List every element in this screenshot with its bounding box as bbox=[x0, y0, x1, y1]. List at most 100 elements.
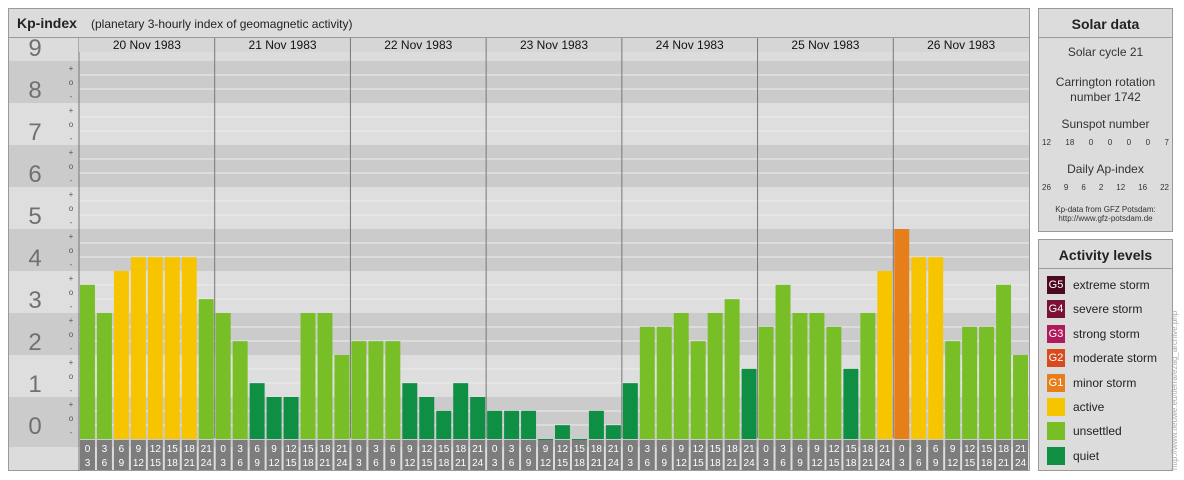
ap-value: 22 bbox=[1160, 183, 1169, 192]
ap-value: 6 bbox=[1081, 183, 1086, 192]
chart-header: Kp-index (planetary 3-hourly index of ge… bbox=[9, 9, 1029, 38]
third-mark: - bbox=[70, 344, 73, 353]
interval-start-label: 21 bbox=[608, 444, 620, 455]
interval-start-label: 15 bbox=[302, 444, 314, 455]
day-label: 21 Nov 1983 bbox=[249, 38, 317, 52]
kp-band bbox=[9, 103, 1029, 145]
interval-end-label: 6 bbox=[102, 458, 108, 469]
kp-bar bbox=[113, 271, 129, 439]
interval-end-label: 12 bbox=[947, 458, 959, 469]
interval-start-label: 21 bbox=[744, 444, 756, 455]
interval-start-label: 3 bbox=[373, 444, 379, 455]
interval-cell bbox=[877, 440, 893, 470]
ap-value: 26 bbox=[1042, 183, 1051, 192]
interval-start-label: 21 bbox=[879, 444, 891, 455]
third-mark: - bbox=[70, 92, 73, 101]
interval-cell bbox=[266, 440, 282, 470]
interval-end-label: 12 bbox=[404, 458, 416, 469]
interval-start-label: 6 bbox=[933, 444, 939, 455]
interval-cell bbox=[656, 440, 672, 470]
interval-end-label: 21 bbox=[727, 458, 739, 469]
kp-bar bbox=[368, 341, 384, 439]
interval-cell bbox=[979, 440, 995, 470]
kp-bar bbox=[639, 326, 655, 439]
legend-label: minor storm bbox=[1073, 376, 1137, 390]
interval-cell bbox=[945, 440, 961, 470]
interval-end-label: 21 bbox=[591, 458, 603, 469]
kp-bar bbox=[571, 439, 587, 440]
interval-start-label: 0 bbox=[220, 444, 226, 455]
kp-bar bbox=[979, 326, 995, 439]
third-mark: - bbox=[70, 218, 73, 227]
third-mark: - bbox=[70, 302, 73, 311]
source-link[interactable]: http://www.gfz-potsdam.de bbox=[1058, 214, 1153, 223]
interval-start-label: 0 bbox=[763, 444, 769, 455]
interval-cell bbox=[826, 440, 842, 470]
interval-end-label: 6 bbox=[916, 458, 922, 469]
kp-bar bbox=[181, 257, 197, 439]
interval-cell bbox=[571, 440, 587, 470]
sunspot-value: 0 bbox=[1126, 138, 1132, 147]
interval-cell bbox=[962, 440, 978, 470]
interval-end-label: 12 bbox=[540, 458, 552, 469]
legend-title: Activity levels bbox=[1058, 247, 1153, 263]
interval-cell bbox=[181, 440, 197, 470]
interval-cell bbox=[758, 440, 774, 470]
y-tick-label: 3 bbox=[28, 287, 41, 314]
kp-bar bbox=[385, 341, 401, 439]
interval-end-label: 12 bbox=[269, 458, 281, 469]
interval-cell bbox=[521, 440, 537, 470]
interval-start-label: 0 bbox=[628, 444, 634, 455]
kp-bar bbox=[622, 383, 638, 439]
y-tick-label: 6 bbox=[28, 161, 41, 188]
y-tick-label: 9 bbox=[28, 38, 41, 62]
kp-chart-panel: Kp-index (planetary 3-hourly index of ge… bbox=[8, 8, 1030, 471]
legend-label: active bbox=[1073, 400, 1105, 414]
interval-start-label: 18 bbox=[727, 444, 739, 455]
interval-start-label: 18 bbox=[455, 444, 467, 455]
interval-start-label: 9 bbox=[407, 444, 413, 455]
interval-cell bbox=[996, 440, 1012, 470]
interval-start-label: 6 bbox=[119, 444, 125, 455]
interval-cell bbox=[113, 440, 129, 470]
ap-title: Daily Ap-index bbox=[1067, 162, 1144, 176]
kp-bar bbox=[860, 313, 876, 439]
third-mark: o bbox=[69, 78, 74, 87]
kp-bar bbox=[249, 383, 265, 439]
interval-cell bbox=[894, 440, 910, 470]
kp-bar bbox=[300, 313, 316, 439]
interval-end-label: 15 bbox=[421, 458, 433, 469]
interval-end-label: 9 bbox=[119, 458, 125, 469]
third-mark: o bbox=[69, 288, 74, 297]
interval-end-label: 3 bbox=[763, 458, 769, 469]
interval-cell bbox=[436, 440, 452, 470]
interval-start-label: 15 bbox=[167, 444, 179, 455]
third-mark: - bbox=[70, 386, 73, 395]
sunspot-values: 12 18 0 0 0 0 7 bbox=[1042, 138, 1169, 147]
interval-end-label: 3 bbox=[899, 458, 905, 469]
interval-start-label: 3 bbox=[102, 444, 108, 455]
interval-start-label: 9 bbox=[950, 444, 956, 455]
interval-start-label: 18 bbox=[319, 444, 331, 455]
day-header-bg bbox=[893, 38, 1029, 52]
kp-bar bbox=[826, 326, 842, 439]
interval-start-label: 3 bbox=[237, 444, 243, 455]
interval-end-label: 9 bbox=[254, 458, 260, 469]
legend-item-unsettled: unsettled bbox=[1047, 422, 1122, 440]
interval-start-label: 0 bbox=[899, 444, 905, 455]
interval-cell bbox=[147, 440, 163, 470]
legend-swatch-g1: G1 bbox=[1047, 374, 1065, 392]
kp-band bbox=[9, 187, 1029, 229]
interval-cell bbox=[487, 440, 503, 470]
interval-start-label: 15 bbox=[710, 444, 722, 455]
interval-start-label: 21 bbox=[336, 444, 348, 455]
kp-bar bbox=[334, 355, 350, 439]
interval-cell bbox=[368, 440, 384, 470]
legend-swatch-g2: G2 bbox=[1047, 349, 1065, 367]
interval-end-label: 24 bbox=[608, 458, 620, 469]
kp-bar bbox=[504, 410, 520, 439]
day-header-bg bbox=[621, 38, 758, 52]
kp-bar bbox=[96, 313, 112, 439]
kp-bar bbox=[80, 284, 95, 439]
interval-cell bbox=[453, 440, 469, 470]
